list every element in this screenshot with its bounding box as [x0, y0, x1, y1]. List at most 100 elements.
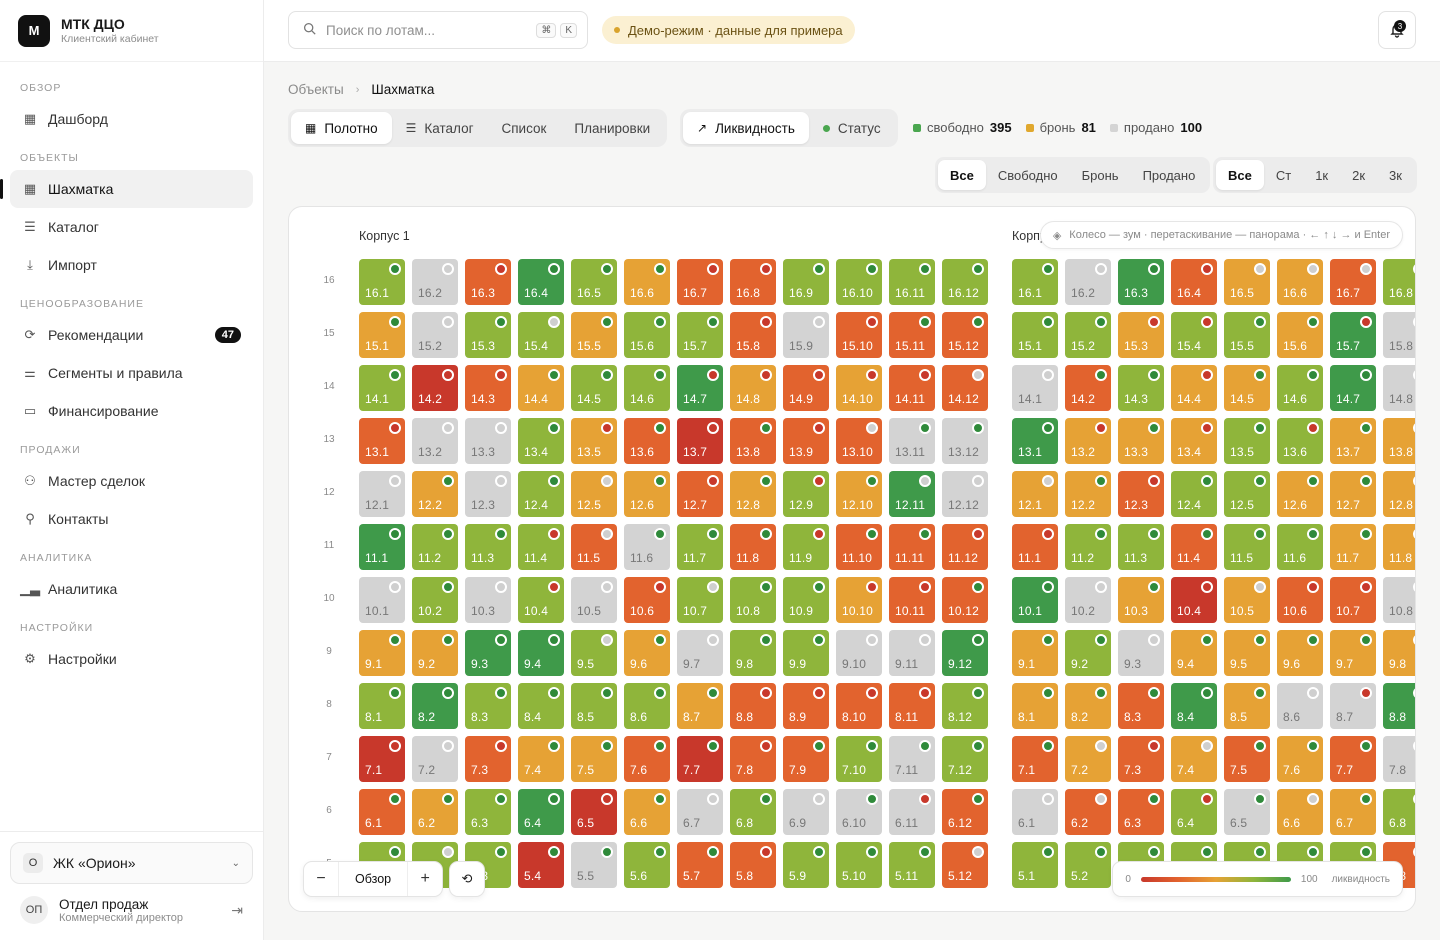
apartment-cell[interactable]: 12.9 [783, 471, 829, 517]
apartment-cell[interactable]: 8.5 [1224, 683, 1270, 729]
apartment-cell[interactable]: 11.2 [412, 524, 458, 570]
apartment-cell[interactable]: 11.7 [677, 524, 723, 570]
apartment-cell[interactable]: 5.1 [1012, 842, 1058, 888]
apartment-cell[interactable]: 6.2 [412, 789, 458, 835]
apartment-cell[interactable]: 6.8 [730, 789, 776, 835]
apartment-cell[interactable]: 8.2 [412, 683, 458, 729]
apartment-cell[interactable]: 12.3 [1118, 471, 1164, 517]
apartment-cell[interactable]: 11.2 [1065, 524, 1111, 570]
apartment-cell[interactable]: 13.4 [1171, 418, 1217, 464]
apartment-cell[interactable]: 15.8 [1383, 312, 1415, 358]
apartment-cell[interactable]: 8.10 [836, 683, 882, 729]
apartment-cell[interactable]: 14.6 [1277, 365, 1323, 411]
apartment-cell[interactable]: 8.9 [783, 683, 829, 729]
apartment-cell[interactable]: 16.4 [518, 259, 564, 305]
apartment-cell[interactable]: 11.10 [836, 524, 882, 570]
apartment-cell[interactable]: 5.12 [942, 842, 988, 888]
apartment-cell[interactable]: 13.7 [1330, 418, 1376, 464]
apartment-cell[interactable]: 16.6 [624, 259, 670, 305]
apartment-cell[interactable]: 16.3 [1118, 259, 1164, 305]
apartment-cell[interactable]: 10.12 [942, 577, 988, 623]
apartment-cell[interactable]: 13.3 [1118, 418, 1164, 464]
apartment-cell[interactable]: 13.7 [677, 418, 723, 464]
apartment-cell[interactable]: 12.2 [412, 471, 458, 517]
apartment-cell[interactable]: 11.11 [889, 524, 935, 570]
apartment-cell[interactable]: 15.2 [412, 312, 458, 358]
apartment-cell[interactable]: 16.5 [571, 259, 617, 305]
tab-status[interactable]: Статус [809, 112, 895, 144]
apartment-cell[interactable]: 6.1 [359, 789, 405, 835]
chessboard-canvas[interactable]: Корпус 1 Корпус 2 161514131211109876516.… [288, 206, 1416, 912]
apartment-cell[interactable]: 14.2 [1065, 365, 1111, 411]
reset-view-icon[interactable]: ⟲ [449, 861, 485, 897]
apartment-cell[interactable]: 15.4 [518, 312, 564, 358]
apartment-cell[interactable]: 13.1 [1012, 418, 1058, 464]
apartment-cell[interactable]: 15.5 [1224, 312, 1270, 358]
apartment-cell[interactable]: 16.2 [412, 259, 458, 305]
apartment-cell[interactable]: 8.7 [677, 683, 723, 729]
apartment-cell[interactable]: 10.11 [889, 577, 935, 623]
apartment-cell[interactable]: 9.5 [571, 630, 617, 676]
apartment-cell[interactable]: 10.7 [1330, 577, 1376, 623]
sidebar-item[interactable]: ▦ Шахматка [0, 170, 253, 208]
apartment-cell[interactable]: 11.6 [1277, 524, 1323, 570]
apartment-cell[interactable]: 12.3 [465, 471, 511, 517]
apartment-cell[interactable]: 10.5 [571, 577, 617, 623]
apartment-cell[interactable]: 14.12 [942, 365, 988, 411]
apartment-cell[interactable]: 10.4 [1171, 577, 1217, 623]
zoom-out-button[interactable]: − [316, 870, 326, 887]
apartment-cell[interactable]: 13.12 [942, 418, 988, 464]
apartment-cell[interactable]: 7.8 [1383, 736, 1415, 782]
apartment-cell[interactable]: 16.4 [1171, 259, 1217, 305]
sidebar-item[interactable]: ▁▃ Аналитика [10, 570, 253, 608]
apartment-cell[interactable]: 8.7 [1330, 683, 1376, 729]
apartment-cell[interactable]: 8.3 [465, 683, 511, 729]
apartment-cell[interactable]: 6.9 [783, 789, 829, 835]
apartment-cell[interactable]: 9.3 [1118, 630, 1164, 676]
apartment-cell[interactable]: 15.7 [1330, 312, 1376, 358]
apartment-cell[interactable]: 11.5 [571, 524, 617, 570]
apartment-cell[interactable]: 7.3 [465, 736, 511, 782]
apartment-cell[interactable]: 9.6 [624, 630, 670, 676]
apartment-cell[interactable]: 5.4 [518, 842, 564, 888]
apartment-cell[interactable]: 16.1 [1012, 259, 1058, 305]
apartment-cell[interactable]: 7.5 [1224, 736, 1270, 782]
tab-list[interactable]: Список [488, 112, 561, 144]
apartment-cell[interactable]: 6.8 [1383, 789, 1415, 835]
apartment-cell[interactable]: 14.1 [359, 365, 405, 411]
apartment-cell[interactable]: 16.9 [783, 259, 829, 305]
apartment-cell[interactable]: 10.5 [1224, 577, 1270, 623]
apartment-cell[interactable]: 9.2 [1065, 630, 1111, 676]
apartment-cell[interactable]: 7.4 [518, 736, 564, 782]
apartment-cell[interactable]: 16.7 [677, 259, 723, 305]
breadcrumb-parent[interactable]: Объекты [288, 82, 344, 97]
apartment-cell[interactable]: 6.6 [1277, 789, 1323, 835]
apartment-cell[interactable]: 15.3 [465, 312, 511, 358]
apartment-cell[interactable]: 9.4 [1171, 630, 1217, 676]
apartment-cell[interactable]: 13.2 [412, 418, 458, 464]
apartment-cell[interactable]: 16.10 [836, 259, 882, 305]
apartment-cell[interactable]: 11.7 [1330, 524, 1376, 570]
apartment-cell[interactable]: 6.5 [1224, 789, 1270, 835]
sidebar-item[interactable]: ⤓ Импорт [10, 246, 253, 284]
apartment-cell[interactable]: 12.12 [942, 471, 988, 517]
search-box[interactable]: ⌘ K [288, 11, 588, 49]
filter-button[interactable]: 3к [1389, 167, 1402, 183]
apartment-cell[interactable]: 14.4 [518, 365, 564, 411]
search-input[interactable] [326, 22, 533, 38]
apartment-cell[interactable]: 9.10 [836, 630, 882, 676]
apartment-cell[interactable]: 5.6 [624, 842, 670, 888]
logout-icon[interactable]: ⇥ [231, 901, 243, 918]
apartment-cell[interactable]: 7.10 [836, 736, 882, 782]
apartment-cell[interactable]: 9.5 [1224, 630, 1270, 676]
apartment-cell[interactable]: 5.11 [889, 842, 935, 888]
apartment-cell[interactable]: 13.8 [730, 418, 776, 464]
apartment-cell[interactable]: 8.11 [889, 683, 935, 729]
filter-button[interactable]: Все [938, 160, 986, 190]
apartment-cell[interactable]: 9.8 [1383, 630, 1415, 676]
sidebar-item[interactable]: ⚲ Контакты [10, 500, 253, 538]
apartment-cell[interactable]: 10.10 [836, 577, 882, 623]
sidebar-item[interactable]: ⚙ Настройки [10, 640, 253, 678]
apartment-cell[interactable]: 8.1 [359, 683, 405, 729]
apartment-cell[interactable]: 14.10 [836, 365, 882, 411]
